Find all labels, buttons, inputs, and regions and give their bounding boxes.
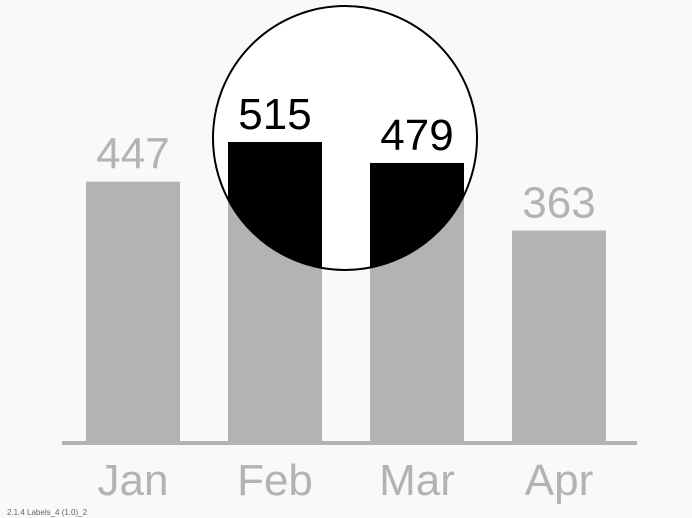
data-label-jan: 447	[96, 130, 169, 179]
x-tick-label-jan: Jan	[98, 456, 169, 505]
highlighted-data-label-feb: 515	[238, 90, 311, 139]
data-label-apr: 363	[522, 179, 595, 228]
x-tick-label-mar: Mar	[379, 456, 455, 505]
highlighted-data-label-mar: 479	[380, 111, 453, 160]
magnifier-lens: 515 479	[212, 5, 478, 271]
bar-jan	[86, 181, 180, 443]
x-tick-label-apr: Apr	[525, 456, 593, 505]
bar-apr	[512, 230, 606, 442]
x-tick-label-feb: Feb	[237, 456, 313, 505]
footer-caption: 2.1.4 Labels_4 (1.0)_2	[7, 508, 88, 517]
magnifier-ring	[212, 5, 478, 271]
